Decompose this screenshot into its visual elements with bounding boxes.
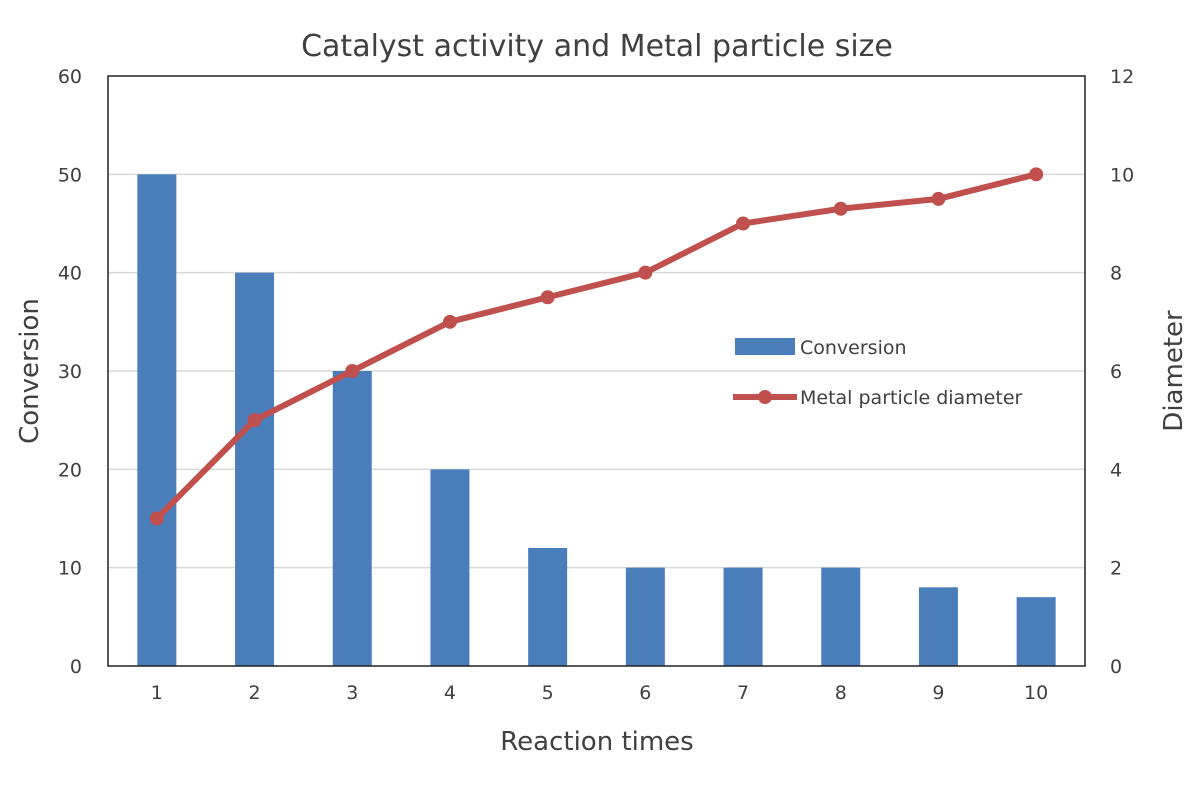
x-tick-label: 9	[932, 682, 944, 704]
y2-tick-label: 0	[1110, 656, 1122, 678]
legend-marker-diameter	[758, 390, 772, 404]
y-tick-label: 40	[58, 263, 82, 285]
point-diameter	[638, 265, 653, 280]
bar-conversion	[918, 587, 958, 666]
point-diameter	[345, 364, 360, 378]
y-tick-label: 50	[58, 164, 82, 186]
bar-conversion	[528, 548, 568, 666]
point-diameter	[247, 413, 262, 428]
point-diameter	[540, 290, 555, 305]
point-diameter	[931, 191, 946, 206]
x-tick-label: 1	[151, 682, 163, 704]
y2-tick-label: 12	[1110, 66, 1134, 88]
legend-label-diameter: Metal particle diameter	[800, 387, 1023, 409]
bar-conversion	[430, 469, 470, 666]
legend-label-conversion: Conversion	[800, 337, 907, 359]
y-tick-label: 60	[58, 66, 82, 88]
line-diameter	[154, 171, 1037, 521]
point-diameter	[833, 201, 848, 216]
y-axis-label: Conversion	[15, 298, 45, 444]
plot-frame	[107, 75, 1086, 667]
y2-tick-label: 2	[1110, 558, 1122, 580]
chart-title: Catalyst activity and Metal particle siz…	[301, 29, 893, 64]
x-tick-label: 10	[1024, 682, 1048, 704]
y2-tick-label: 6	[1110, 361, 1122, 383]
bar-conversion	[821, 567, 861, 666]
y2-tick-label: 8	[1110, 263, 1122, 285]
bar-conversion	[723, 567, 763, 666]
y2-axis-label: Diameter	[1159, 310, 1189, 432]
x-axis-label: Reaction times	[500, 727, 693, 757]
y-tick-label: 20	[58, 459, 82, 481]
x-tick-label: 6	[639, 682, 651, 704]
legend-swatch-conversion	[735, 338, 795, 355]
x-tick-label: 8	[835, 682, 847, 704]
point-diameter	[149, 511, 164, 526]
x-tick-label: 2	[249, 682, 261, 704]
x-tick-label: 5	[542, 682, 554, 704]
y-tick-label: 30	[58, 361, 82, 383]
point-diameter	[736, 216, 751, 231]
x-tick-label: 4	[444, 682, 456, 704]
bar-conversion	[137, 174, 177, 667]
x-tick-label: 7	[737, 682, 749, 704]
y2-tick-label: 10	[1110, 164, 1134, 186]
point-diameter	[1029, 167, 1044, 182]
point-diameter	[442, 314, 457, 329]
y-tick-label: 0	[70, 656, 82, 678]
y-tick-label: 10	[58, 558, 82, 580]
bar-conversion	[332, 371, 372, 666]
x-tick-label: 3	[346, 682, 358, 704]
bar-conversion	[1016, 597, 1056, 666]
bar-conversion	[625, 567, 665, 666]
y2-tick-label: 4	[1110, 459, 1122, 481]
legend: Conversion Metal particle diameter	[733, 337, 1023, 409]
bar-conversion	[235, 272, 275, 666]
